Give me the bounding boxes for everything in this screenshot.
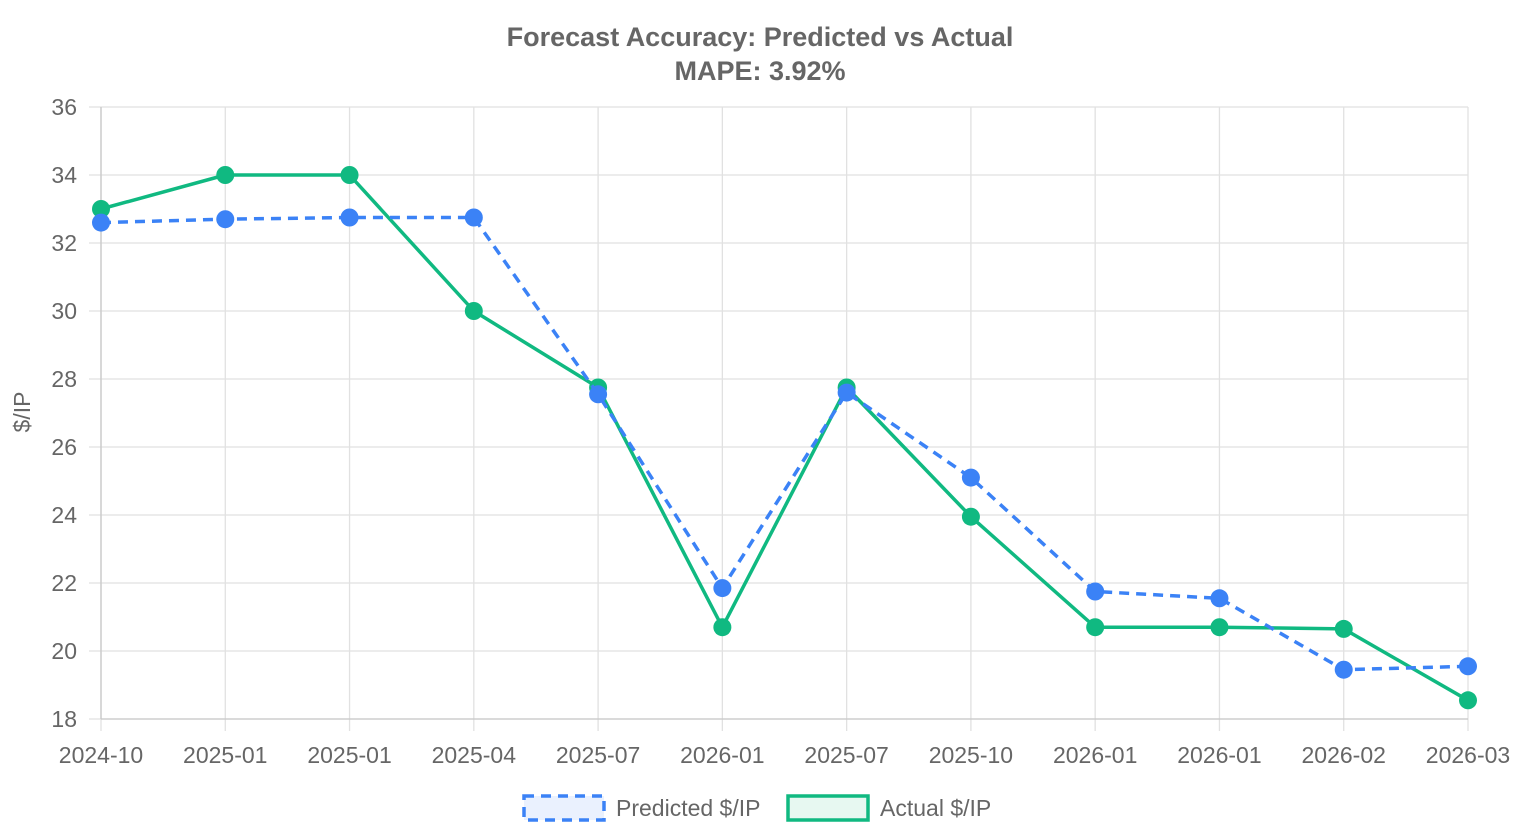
x-tick-label: 2026-01 [680, 742, 764, 768]
x-tick-label: 2025-10 [929, 742, 1013, 768]
data-point[interactable] [464, 302, 483, 320]
data-point[interactable] [1210, 618, 1229, 637]
x-tick-label: 2024-10 [59, 742, 143, 768]
data-point[interactable] [1210, 589, 1229, 608]
y-tick-label: 30 [51, 298, 77, 324]
series-line [100, 215, 1469, 672]
data-point[interactable] [1086, 618, 1105, 637]
legend-swatch-actual [786, 794, 870, 822]
chart-subtitle: MAPE: 3.92% [674, 56, 845, 86]
x-tick-label: 2025-01 [307, 742, 391, 768]
data-point[interactable] [340, 166, 359, 184]
x-tick-label: 2025-04 [432, 742, 517, 768]
x-tick-label: 2025-07 [804, 742, 888, 768]
series-line [100, 173, 1469, 702]
x-tick-label: 2025-07 [556, 742, 640, 768]
data-point[interactable] [340, 208, 359, 227]
chart-title: Forecast Accuracy: Predicted vs Actual [507, 22, 1014, 52]
y-tick-label: 32 [51, 230, 77, 256]
data-point[interactable] [1334, 619, 1353, 638]
y-tick-label: 24 [51, 502, 77, 528]
x-tick-label: 2026-03 [1426, 742, 1510, 768]
series-predicted [92, 208, 1477, 679]
data-point[interactable] [1086, 582, 1105, 601]
data-point[interactable] [837, 383, 856, 402]
y-tick-label: 36 [51, 94, 77, 120]
y-tick-label: 18 [51, 706, 77, 732]
series [92, 166, 1477, 710]
data-point[interactable] [1459, 691, 1477, 710]
legend: Predicted $/IP Actual $/IP [522, 794, 991, 822]
y-tick-label: 26 [51, 434, 77, 460]
data-point[interactable] [713, 579, 732, 598]
y-axis-title: $/IP [9, 392, 35, 433]
x-tick-label: 2026-02 [1302, 742, 1386, 768]
x-tick-label: 2026-01 [1177, 742, 1261, 768]
y-tick-label: 28 [51, 366, 77, 392]
x-tick-label: 2026-01 [1053, 742, 1137, 768]
data-point[interactable] [464, 208, 483, 227]
data-point[interactable] [961, 507, 980, 526]
data-point[interactable] [92, 200, 110, 218]
legend-label-actual: Actual $/IP [880, 795, 991, 821]
x-tick-labels: 2024-10 2025-01 2025-01 2025-04 2025-07 2026-… [59, 742, 1510, 768]
legend-swatch-predicted [522, 794, 606, 822]
data-point[interactable] [216, 210, 235, 229]
y-tick-label: 34 [51, 162, 77, 188]
legend-label-predicted: Predicted $/IP [616, 795, 760, 821]
y-tick-labels: 18 20 22 24 26 28 30 32 34 36 [51, 94, 77, 732]
legend-item-predicted[interactable]: Predicted $/IP [522, 794, 760, 822]
data-point[interactable] [92, 213, 110, 232]
series-actual [92, 166, 1477, 710]
data-point[interactable] [1459, 657, 1477, 676]
data-point[interactable] [713, 618, 732, 637]
y-tick-label: 22 [51, 570, 77, 596]
data-point[interactable] [589, 385, 608, 404]
data-point[interactable] [1334, 660, 1353, 679]
data-point[interactable] [216, 166, 235, 184]
grid-lines [89, 106, 1469, 731]
y-tick-label: 20 [51, 638, 77, 664]
x-tick-label: 2025-01 [183, 742, 267, 768]
data-point[interactable] [961, 468, 980, 487]
legend-item-actual[interactable]: Actual $/IP [786, 794, 991, 822]
